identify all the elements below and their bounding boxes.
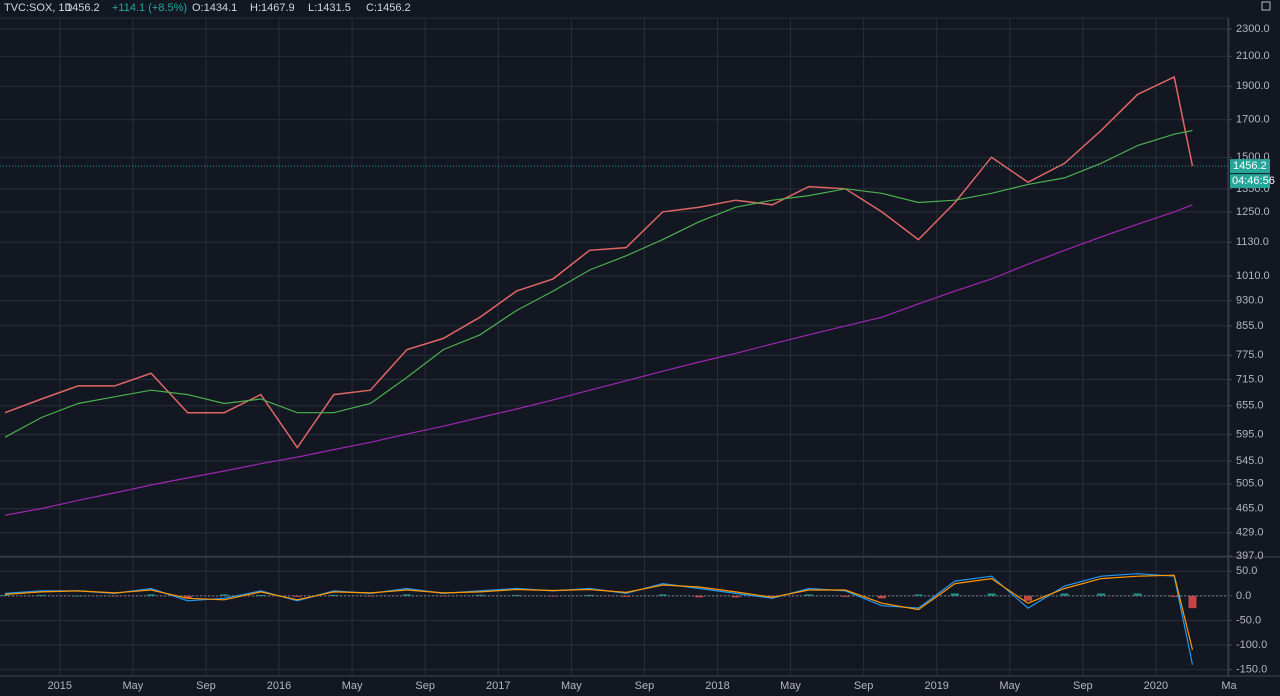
last-price-box bbox=[1230, 159, 1270, 174]
x-tick-label: 2018 bbox=[705, 680, 729, 692]
histogram-bar bbox=[804, 594, 813, 596]
series-line bbox=[4, 129, 1193, 438]
histogram-bar bbox=[475, 594, 484, 596]
close: C:1456.2 bbox=[366, 2, 411, 14]
histogram-bar bbox=[549, 595, 558, 597]
y-tick-label: -50.0 bbox=[1236, 614, 1261, 626]
y-tick-label: 1250.0 bbox=[1236, 206, 1270, 218]
x-tick-label: Ma bbox=[1221, 680, 1237, 692]
y-tick-label: -100.0 bbox=[1236, 639, 1267, 651]
last-price: 1456.2 bbox=[66, 2, 100, 14]
y-tick-label: 397.0 bbox=[1236, 550, 1264, 562]
y-tick-label: 1700.0 bbox=[1236, 114, 1270, 126]
histogram-bar bbox=[841, 595, 850, 597]
histogram-bar bbox=[1024, 595, 1033, 601]
y-tick-label: 2300.0 bbox=[1236, 23, 1270, 35]
x-tick-label: 2020 bbox=[1144, 680, 1168, 692]
y-tick-label: -150.0 bbox=[1236, 664, 1267, 676]
x-tick-label: 2017 bbox=[486, 680, 510, 692]
y-tick-label: 465.0 bbox=[1236, 502, 1264, 514]
change: +114.1 (+8.5%) bbox=[112, 2, 187, 14]
histogram-bar bbox=[1170, 595, 1179, 597]
histogram-bar bbox=[74, 595, 83, 597]
y-tick-label: 429.0 bbox=[1236, 527, 1264, 539]
histogram-bar bbox=[256, 594, 265, 596]
y-tick-label: 655.0 bbox=[1236, 400, 1264, 412]
y-tick-label: 1010.0 bbox=[1236, 270, 1270, 282]
y-tick-label: 930.0 bbox=[1236, 295, 1264, 307]
x-tick-label: Sep bbox=[854, 680, 874, 692]
histogram-bar bbox=[695, 595, 704, 598]
histogram-bar bbox=[1060, 593, 1069, 596]
histogram-bar bbox=[1, 594, 9, 596]
y-tick-label: 1130.0 bbox=[1236, 236, 1269, 248]
histogram-bar bbox=[366, 595, 375, 597]
series-line bbox=[4, 574, 1194, 651]
x-tick-label: May bbox=[780, 680, 801, 692]
histogram-bar bbox=[950, 593, 959, 596]
histogram-bar bbox=[877, 595, 886, 599]
y-tick-label: 775.0 bbox=[1236, 349, 1264, 361]
y-tick-label: 545.0 bbox=[1236, 455, 1264, 467]
histogram-bar bbox=[622, 595, 631, 597]
histogram-bar bbox=[110, 595, 119, 597]
x-tick-label: Sep bbox=[415, 680, 435, 692]
histogram-bar bbox=[1188, 595, 1197, 609]
y-tick-label: 2100.0 bbox=[1236, 50, 1270, 62]
y-tick-label: 50.0 bbox=[1236, 565, 1257, 577]
countdown: 04:46:56 bbox=[1232, 175, 1275, 187]
histogram-bar bbox=[658, 594, 667, 596]
last-price-label: 1456.2 bbox=[1233, 160, 1267, 172]
histogram-bar bbox=[439, 595, 448, 597]
histogram-bar bbox=[183, 595, 192, 599]
low: L:1431.5 bbox=[308, 2, 351, 14]
histogram-bar bbox=[329, 594, 338, 596]
x-tick-label: May bbox=[999, 680, 1020, 692]
histogram-bar bbox=[220, 594, 229, 596]
y-tick-label: 715.0 bbox=[1236, 373, 1264, 385]
x-tick-label: Sep bbox=[196, 680, 216, 692]
histogram-bar bbox=[585, 594, 594, 596]
x-tick-label: May bbox=[122, 680, 143, 692]
histogram-bar bbox=[147, 594, 156, 596]
x-tick-label: Sep bbox=[635, 680, 655, 692]
histogram-bar bbox=[731, 595, 740, 598]
histogram-bar bbox=[512, 594, 521, 596]
histogram-bar bbox=[37, 594, 46, 596]
countdown-box bbox=[1230, 174, 1270, 189]
marks: 397.0 429.0 465.0 505.0 545.0 595.0 655.0 715.0… bbox=[0, 18, 1270, 692]
series-line bbox=[4, 204, 1193, 516]
fullscreen-icon[interactable] bbox=[1261, 1, 1271, 11]
open: O:1434.1 bbox=[192, 2, 237, 14]
x-tick-label: 2015 bbox=[48, 680, 72, 692]
x-tick-label: 2016 bbox=[267, 680, 291, 692]
histogram-bar bbox=[1133, 593, 1142, 596]
histogram-bar bbox=[914, 594, 923, 596]
x-tick-label: May bbox=[561, 680, 582, 692]
histogram-bar bbox=[987, 593, 996, 596]
histogram-bar bbox=[293, 595, 302, 597]
y-tick-label: 855.0 bbox=[1236, 320, 1264, 332]
y-tick-label: 1900.0 bbox=[1236, 80, 1270, 92]
histogram-bar bbox=[1097, 593, 1106, 596]
series-line bbox=[4, 75, 1194, 449]
histogram-bar bbox=[768, 595, 777, 597]
x-tick-label: 2019 bbox=[924, 680, 948, 692]
x-tick-label: May bbox=[342, 680, 363, 692]
y-tick-label: 0.0 bbox=[1236, 590, 1251, 602]
symbol: TVC:SOX, 1D bbox=[4, 2, 73, 14]
histogram-bar bbox=[402, 594, 411, 596]
x-tick-label: Sep bbox=[1073, 680, 1093, 692]
y-tick-label: 505.0 bbox=[1236, 478, 1264, 490]
y-tick-label: 595.0 bbox=[1236, 429, 1264, 441]
high: H:1467.9 bbox=[250, 2, 295, 14]
